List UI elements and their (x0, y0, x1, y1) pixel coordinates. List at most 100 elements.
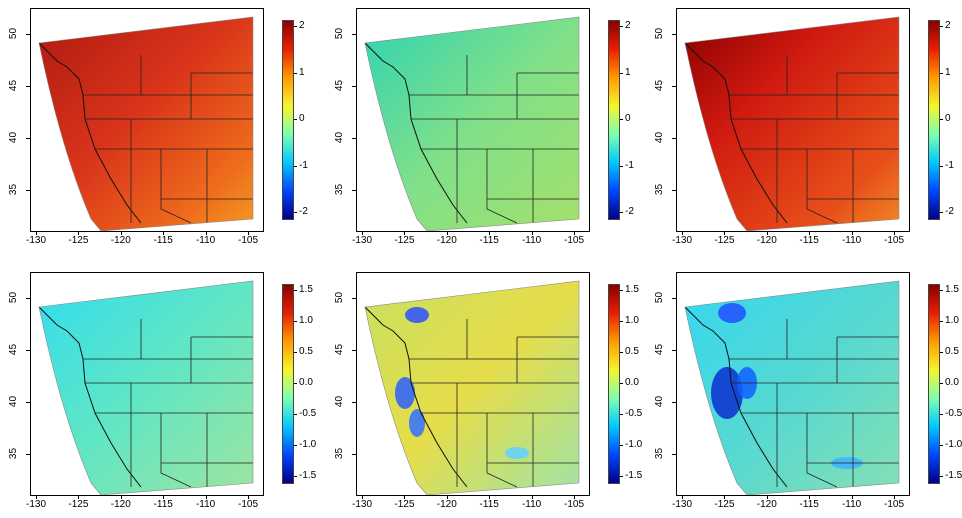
colorbar-tick-label: 0.5 (945, 346, 959, 357)
colorbar-tick-label: -2 (299, 206, 308, 217)
colorbar-tick-mark (294, 383, 297, 384)
x-tick-label: -110 (841, 499, 862, 510)
x-tick-label: -105 (563, 235, 585, 246)
x-tick-label: -130 (351, 235, 373, 246)
colorbar-top-middle (608, 20, 620, 220)
x-tick-label: -110 (521, 235, 542, 246)
y-tick-mark (26, 454, 30, 455)
y-tick-label: 45 (654, 79, 666, 92)
domain-outline (364, 280, 580, 495)
data-field (685, 281, 899, 495)
x-tick-label: -105 (883, 235, 905, 246)
anomaly-blob (718, 303, 746, 323)
x-tick-mark (531, 231, 533, 235)
x-tick-mark (362, 231, 363, 235)
map-canvas-bottom-middle (364, 280, 580, 495)
x-tick-mark (489, 231, 491, 235)
colorbar-tick-mark (294, 414, 297, 415)
x-tick-label: -110 (521, 499, 542, 510)
colorbar-bottom-left (282, 284, 294, 484)
x-tick-label: -125 (394, 499, 415, 510)
colorbar-top-right (928, 20, 940, 220)
colorbar-tick-mark (620, 72, 623, 74)
colorbar-tick-label: 1.5 (945, 284, 959, 295)
y-tick-label: 50 (654, 291, 666, 304)
x-tick-mark (120, 495, 122, 499)
colorbar-tick-mark (940, 72, 943, 74)
colorbar-tick-mark (620, 352, 623, 353)
domain-outline (38, 16, 254, 231)
x-tick-mark (404, 231, 406, 235)
y-tick-mark (672, 298, 676, 299)
x-tick-label: -120 (756, 499, 777, 510)
x-tick-mark (682, 495, 683, 499)
colorbar-tick-label: 1.0 (299, 315, 313, 326)
map-plot-top-left (30, 8, 264, 232)
y-tick-label: 35 (654, 183, 666, 196)
data-field (685, 17, 899, 231)
y-tick-label: 40 (334, 131, 346, 144)
colorbar-tick-mark (294, 165, 297, 167)
x-tick-mark (404, 495, 406, 499)
y-tick-mark (352, 190, 356, 191)
x-tick-mark (724, 495, 726, 499)
anomaly-blob (405, 307, 429, 323)
x-tick-label: -130 (25, 235, 47, 246)
x-tick-mark (531, 495, 533, 499)
colorbar-tick-mark (620, 321, 623, 322)
colorbar-tick-label: 1.0 (945, 315, 959, 326)
x-tick-label: -130 (351, 499, 373, 510)
map-canvas-bottom-right (684, 280, 900, 495)
colorbar-tick-label: 0 (945, 113, 951, 124)
y-tick-mark (672, 402, 676, 403)
colorbar-tick-mark (620, 212, 623, 213)
state-boundary (806, 149, 838, 224)
state-boundary (160, 413, 192, 488)
y-tick-mark (672, 454, 676, 455)
map-plot-top-middle (356, 8, 590, 232)
colorbar-tick-label: -1 (299, 159, 308, 171)
x-tick-label: -120 (756, 235, 777, 246)
y-tick-label: 40 (654, 131, 666, 144)
x-tick-mark (446, 495, 448, 499)
y-tick-label: 35 (8, 183, 20, 196)
colorbar-tick-label: -2 (625, 206, 634, 217)
colorbar-tick-label: 1 (945, 66, 951, 78)
data-field (365, 281, 579, 495)
x-tick-label: -115 (153, 235, 173, 246)
x-tick-mark (574, 231, 575, 235)
x-tick-mark (120, 231, 122, 235)
colorbar-tick-mark (940, 290, 943, 291)
x-tick-label: -125 (714, 499, 735, 510)
colorbar-tick-mark (940, 26, 943, 27)
colorbar-tick-label: -0.5 (299, 408, 317, 419)
coastline (684, 42, 788, 224)
y-tick-mark (352, 298, 356, 299)
y-tick-mark (26, 402, 30, 403)
x-tick-label: -110 (195, 235, 216, 246)
x-tick-label: -130 (671, 499, 693, 510)
colorbar-tick-label: 0.5 (299, 346, 313, 357)
y-tick-mark (672, 350, 676, 351)
x-tick-label: -105 (883, 499, 905, 510)
colorbar-tick-mark (940, 383, 943, 384)
data-field (39, 17, 253, 231)
y-tick-mark (672, 138, 676, 139)
x-tick-mark (163, 231, 165, 235)
colorbar-tick-mark (940, 414, 943, 415)
map-canvas-top-right (684, 16, 900, 231)
colorbar-tick-mark (940, 321, 943, 322)
y-tick-mark (26, 350, 30, 351)
colorbar-tick-mark (294, 72, 297, 74)
colorbar-tick-mark (294, 212, 297, 213)
colorbar-tick-label: 0 (299, 113, 305, 124)
x-tick-label: -105 (563, 499, 585, 510)
colorbar-tick-mark (620, 476, 623, 477)
x-tick-label: -120 (436, 499, 457, 510)
x-tick-mark (248, 231, 249, 235)
colorbar-tick-label: 0.0 (945, 377, 959, 388)
colorbar-tick-label: -1.5 (299, 470, 317, 481)
colorbar-tick-mark (294, 445, 297, 446)
colorbar-tick-mark (294, 119, 297, 120)
x-tick-label: -105 (237, 499, 259, 510)
